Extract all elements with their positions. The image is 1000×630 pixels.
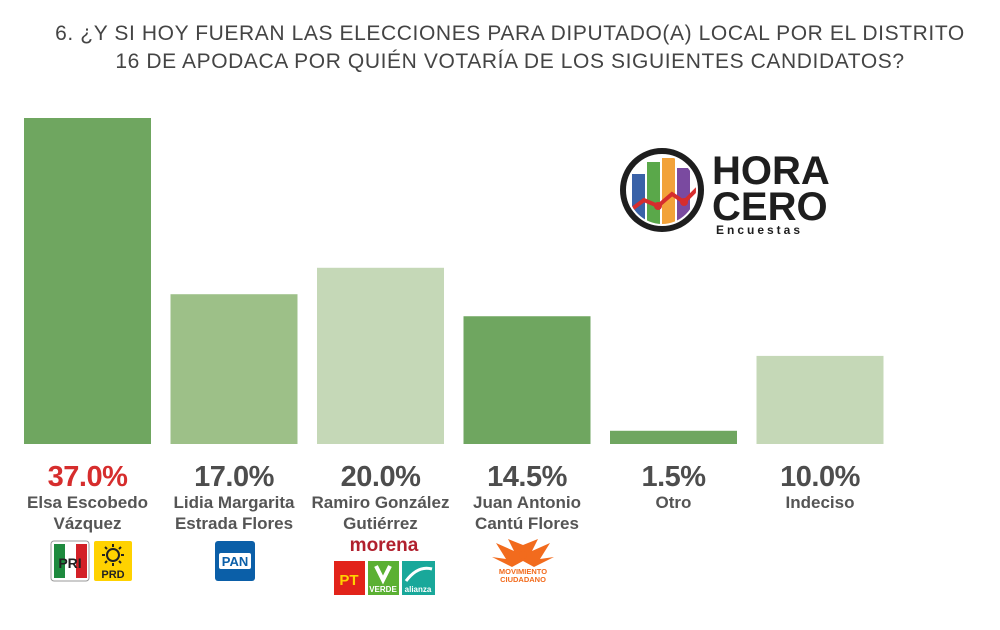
value-label-3: 14.5% bbox=[487, 461, 567, 493]
mc-logo-text-1: MOVIMIENTO bbox=[499, 567, 547, 576]
category-label-2-1: Gutiérrez bbox=[343, 514, 418, 533]
alianza-logo-text: alianza bbox=[405, 585, 432, 594]
logo-cero: CERO bbox=[712, 185, 828, 229]
value-label-5: 10.0% bbox=[780, 461, 860, 493]
category-label-3-0: Juan Antonio bbox=[473, 493, 581, 512]
category-label-3-1: Cantú Flores bbox=[475, 514, 579, 533]
verde-logo-text: VERDE bbox=[369, 585, 397, 594]
logo-bar-orange bbox=[662, 158, 675, 224]
category-label-0-0: Elsa Escobedo bbox=[27, 493, 148, 512]
value-label-0: 37.0% bbox=[48, 461, 128, 493]
category-label-1-1: Estrada Flores bbox=[175, 514, 293, 533]
morena-logo-text: morena bbox=[350, 535, 419, 556]
logo-hora: HORA bbox=[712, 149, 830, 193]
category-label-5-0: Indeciso bbox=[786, 493, 855, 512]
category-label-1-0: Lidia Margarita bbox=[174, 493, 295, 512]
category-label-0-1: Vázquez bbox=[53, 514, 121, 533]
bar-5 bbox=[756, 355, 884, 444]
logo-trend-line bbox=[628, 182, 696, 214]
pan-logo-text: PAN bbox=[222, 554, 248, 569]
value-label-2: 20.0% bbox=[341, 461, 421, 493]
movimiento-ciudadano-logo: MOVIMIENTO CIUDADANO bbox=[488, 537, 558, 588]
bar-4 bbox=[610, 430, 737, 444]
hora-cero-logo: HORA CERO Encuestas bbox=[620, 146, 860, 251]
pri-prd-logos: PRI PRD bbox=[50, 540, 134, 587]
bar-1 bbox=[170, 294, 298, 444]
morena-coalition-logos: morena PT VERDE alianza bbox=[332, 535, 438, 602]
category-label-4-0: Otro bbox=[656, 493, 692, 512]
value-label-1: 17.0% bbox=[194, 461, 274, 493]
value-label-4: 1.5% bbox=[641, 461, 706, 493]
chart-title: 6. ¿Y SI HOY FUERAN LAS ELECCIONES PARA … bbox=[55, 22, 965, 73]
logo-encuestas: Encuestas bbox=[716, 223, 803, 237]
bar-0 bbox=[24, 118, 151, 444]
logo-bar-purple bbox=[677, 168, 690, 224]
prd-logo-text: PRD bbox=[101, 569, 124, 581]
pan-logo: PAN bbox=[214, 540, 256, 587]
bar-3 bbox=[463, 316, 591, 444]
mc-logo-text-2: CIUDADANO bbox=[500, 575, 546, 583]
pri-logo-text: PRI bbox=[58, 555, 81, 571]
bar-2 bbox=[317, 267, 444, 444]
pt-logo-text: PT bbox=[339, 572, 358, 589]
category-label-2-0: Ramiro González bbox=[312, 493, 450, 512]
